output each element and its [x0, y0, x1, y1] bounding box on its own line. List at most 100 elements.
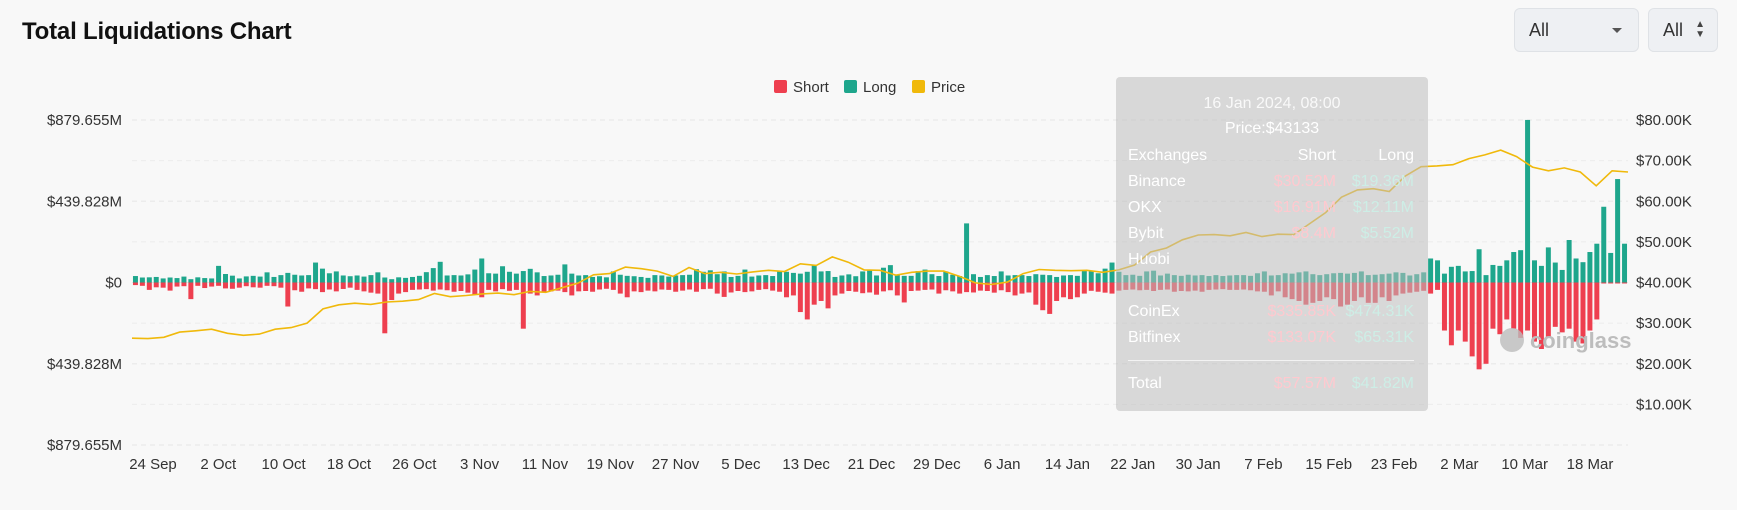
short-bar [645, 282, 651, 291]
short-bar [292, 282, 298, 291]
short-bar [174, 282, 180, 287]
short-bar [804, 282, 810, 320]
y-right-tick-label: $60.00K [1636, 193, 1692, 210]
x-tick-label: 27 Nov [652, 456, 700, 473]
long-bar [548, 275, 554, 283]
long-bar [555, 274, 561, 283]
long-bar [562, 264, 568, 283]
short-bar [513, 282, 519, 290]
short-bar [1455, 282, 1461, 331]
y-right-tick-label: $30.00K [1636, 315, 1692, 332]
short-bar [770, 282, 776, 291]
long-bar [368, 275, 374, 283]
short-bar [319, 282, 325, 293]
long-bar [811, 264, 817, 283]
short-bar [1580, 282, 1586, 344]
short-bar [839, 282, 845, 294]
short-bar [139, 282, 145, 286]
tooltip-row-okx: OKX $16.91M $12.11M [1128, 199, 1414, 221]
short-bar [1102, 282, 1108, 293]
short-bar [971, 282, 976, 293]
short-bar [229, 282, 235, 289]
short-bar [396, 282, 402, 294]
x-tick-label: 3 Nov [460, 456, 500, 473]
short-bar [1525, 282, 1531, 331]
long-bar [292, 274, 298, 283]
short-bar [1047, 282, 1053, 314]
short-bar [326, 282, 332, 290]
long-bar [236, 278, 242, 283]
exchange-select-value: All [1663, 19, 1684, 40]
short-bar [784, 282, 789, 298]
short-bar [728, 282, 734, 293]
y-left-tick-label: $439.828M [47, 193, 122, 210]
short-bar [257, 282, 263, 288]
short-bar [825, 282, 831, 309]
short-bar [1476, 282, 1482, 370]
long-bar [486, 273, 492, 283]
short-bar [1587, 282, 1593, 331]
y-right-tick-label: $20.00K [1636, 356, 1692, 373]
short-bar [860, 282, 866, 294]
short-bar [264, 282, 270, 286]
short-bar [451, 282, 457, 292]
long-bar [597, 276, 602, 283]
long-bar [1441, 273, 1447, 283]
long-bar [319, 268, 325, 283]
long-bar [569, 273, 575, 283]
short-bar [957, 282, 963, 294]
short-bar [1061, 282, 1067, 298]
short-bar [250, 282, 256, 288]
long-bar [174, 278, 180, 283]
legend-label: Price [931, 79, 965, 96]
short-bar [610, 282, 616, 290]
long-bar [472, 269, 478, 283]
short-bar [236, 282, 242, 288]
short-bar [1608, 282, 1614, 284]
tooltip-total: Total $57.57M $41.82M [1128, 375, 1414, 397]
short-bar [617, 282, 623, 294]
legend-label: Long [863, 79, 896, 96]
short-bar [389, 282, 395, 301]
short-bar [354, 282, 360, 290]
short-bar [479, 282, 485, 298]
tooltip-row-name: CoinEx [1128, 303, 1180, 320]
tooltip-row-name: OKX [1128, 199, 1162, 216]
short-bar [735, 282, 741, 291]
short-bar [1005, 282, 1011, 293]
y-right-tick-label: $80.00K [1636, 112, 1692, 129]
short-bar [638, 282, 644, 293]
y-axis-left: $879.655M $439.828M $0 $439.828M $879.655M [47, 112, 122, 454]
long-bar [915, 271, 921, 283]
long-bar [1559, 269, 1565, 283]
long-bar [1081, 271, 1087, 283]
long-bar [430, 268, 436, 283]
long-bar [894, 274, 900, 283]
long-bar [416, 275, 422, 283]
long-bar [458, 275, 464, 283]
tooltip-row-long: $65.31K [1354, 329, 1414, 346]
exchange-select[interactable]: All ▲ ▼ [1648, 8, 1718, 52]
long-bar [423, 272, 429, 283]
short-bar [680, 282, 686, 291]
watermark-text: coinglass [1530, 328, 1631, 353]
long-bar [749, 276, 755, 283]
x-tick-label: 24 Sep [129, 456, 177, 473]
short-bar [894, 282, 900, 296]
short-bar [313, 282, 319, 290]
short-bar [223, 282, 228, 289]
x-tick-label: 7 Feb [1244, 456, 1282, 473]
long-bar [693, 269, 699, 283]
long-bar [631, 276, 637, 283]
short-bar [673, 282, 679, 292]
tooltip-row-long: $474.31K [1345, 303, 1414, 320]
short-bar [742, 282, 748, 293]
long-bar [984, 275, 990, 283]
short-bar [416, 282, 422, 290]
range-select[interactable]: All [1514, 8, 1639, 52]
x-tick-label: 23 Feb [1371, 456, 1418, 473]
long-bar [1573, 258, 1579, 283]
short-bar [811, 282, 817, 305]
short-bar [1012, 282, 1018, 296]
short-bar [1441, 282, 1447, 331]
